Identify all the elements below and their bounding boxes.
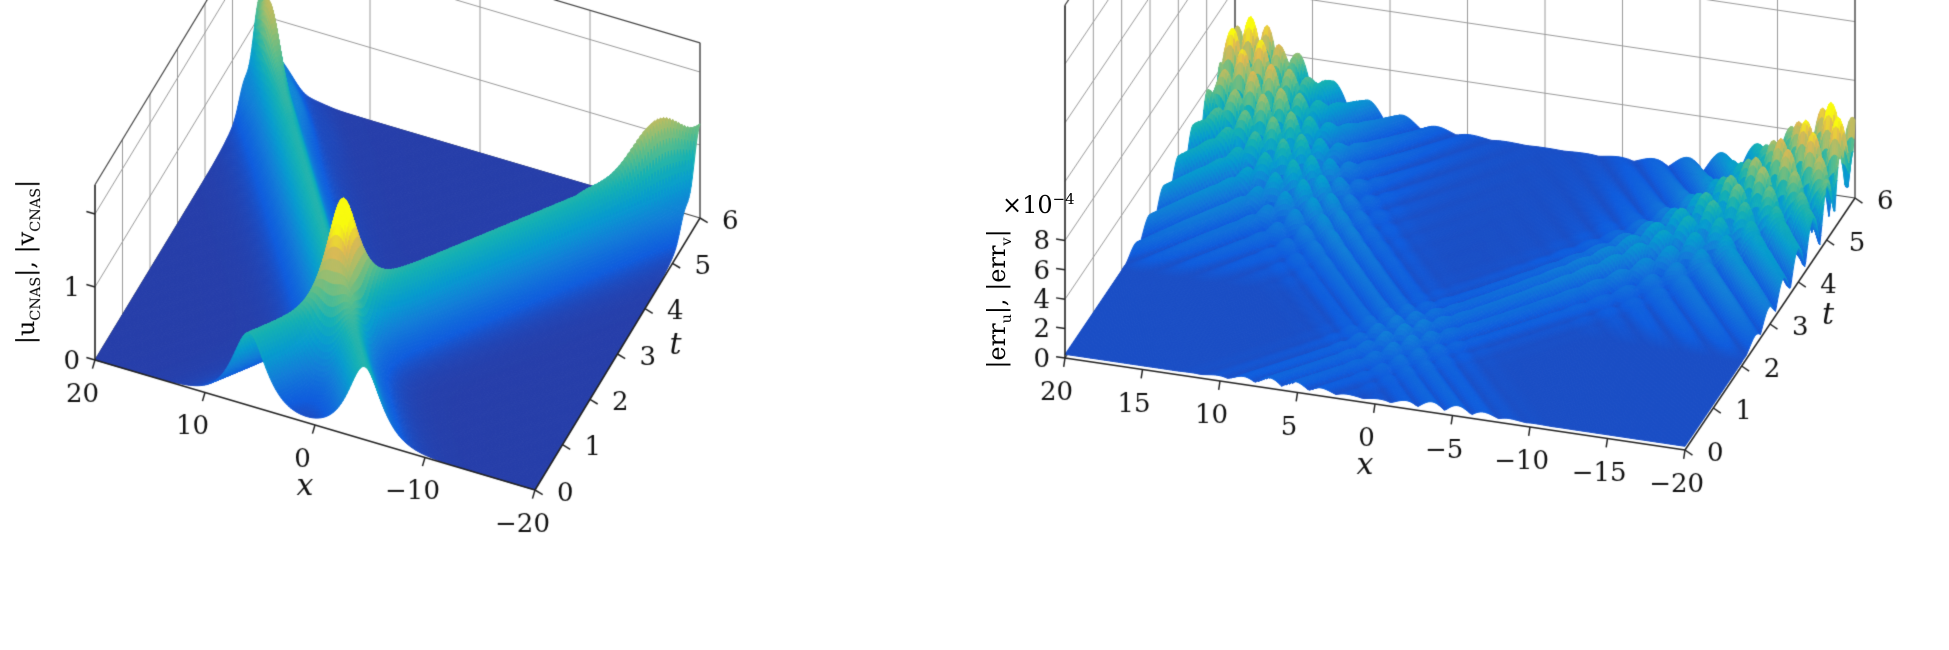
solution-z-axis-label: |uCNAS|, |vCNAS|	[12, 179, 44, 345]
error-surface-plot	[975, 0, 1949, 650]
solution-surface-plot	[0, 0, 974, 650]
error-z-axis-label: |erru|, |errv|	[983, 229, 1015, 369]
error-z-scale-multiplier: ×10−4	[1002, 190, 1075, 219]
